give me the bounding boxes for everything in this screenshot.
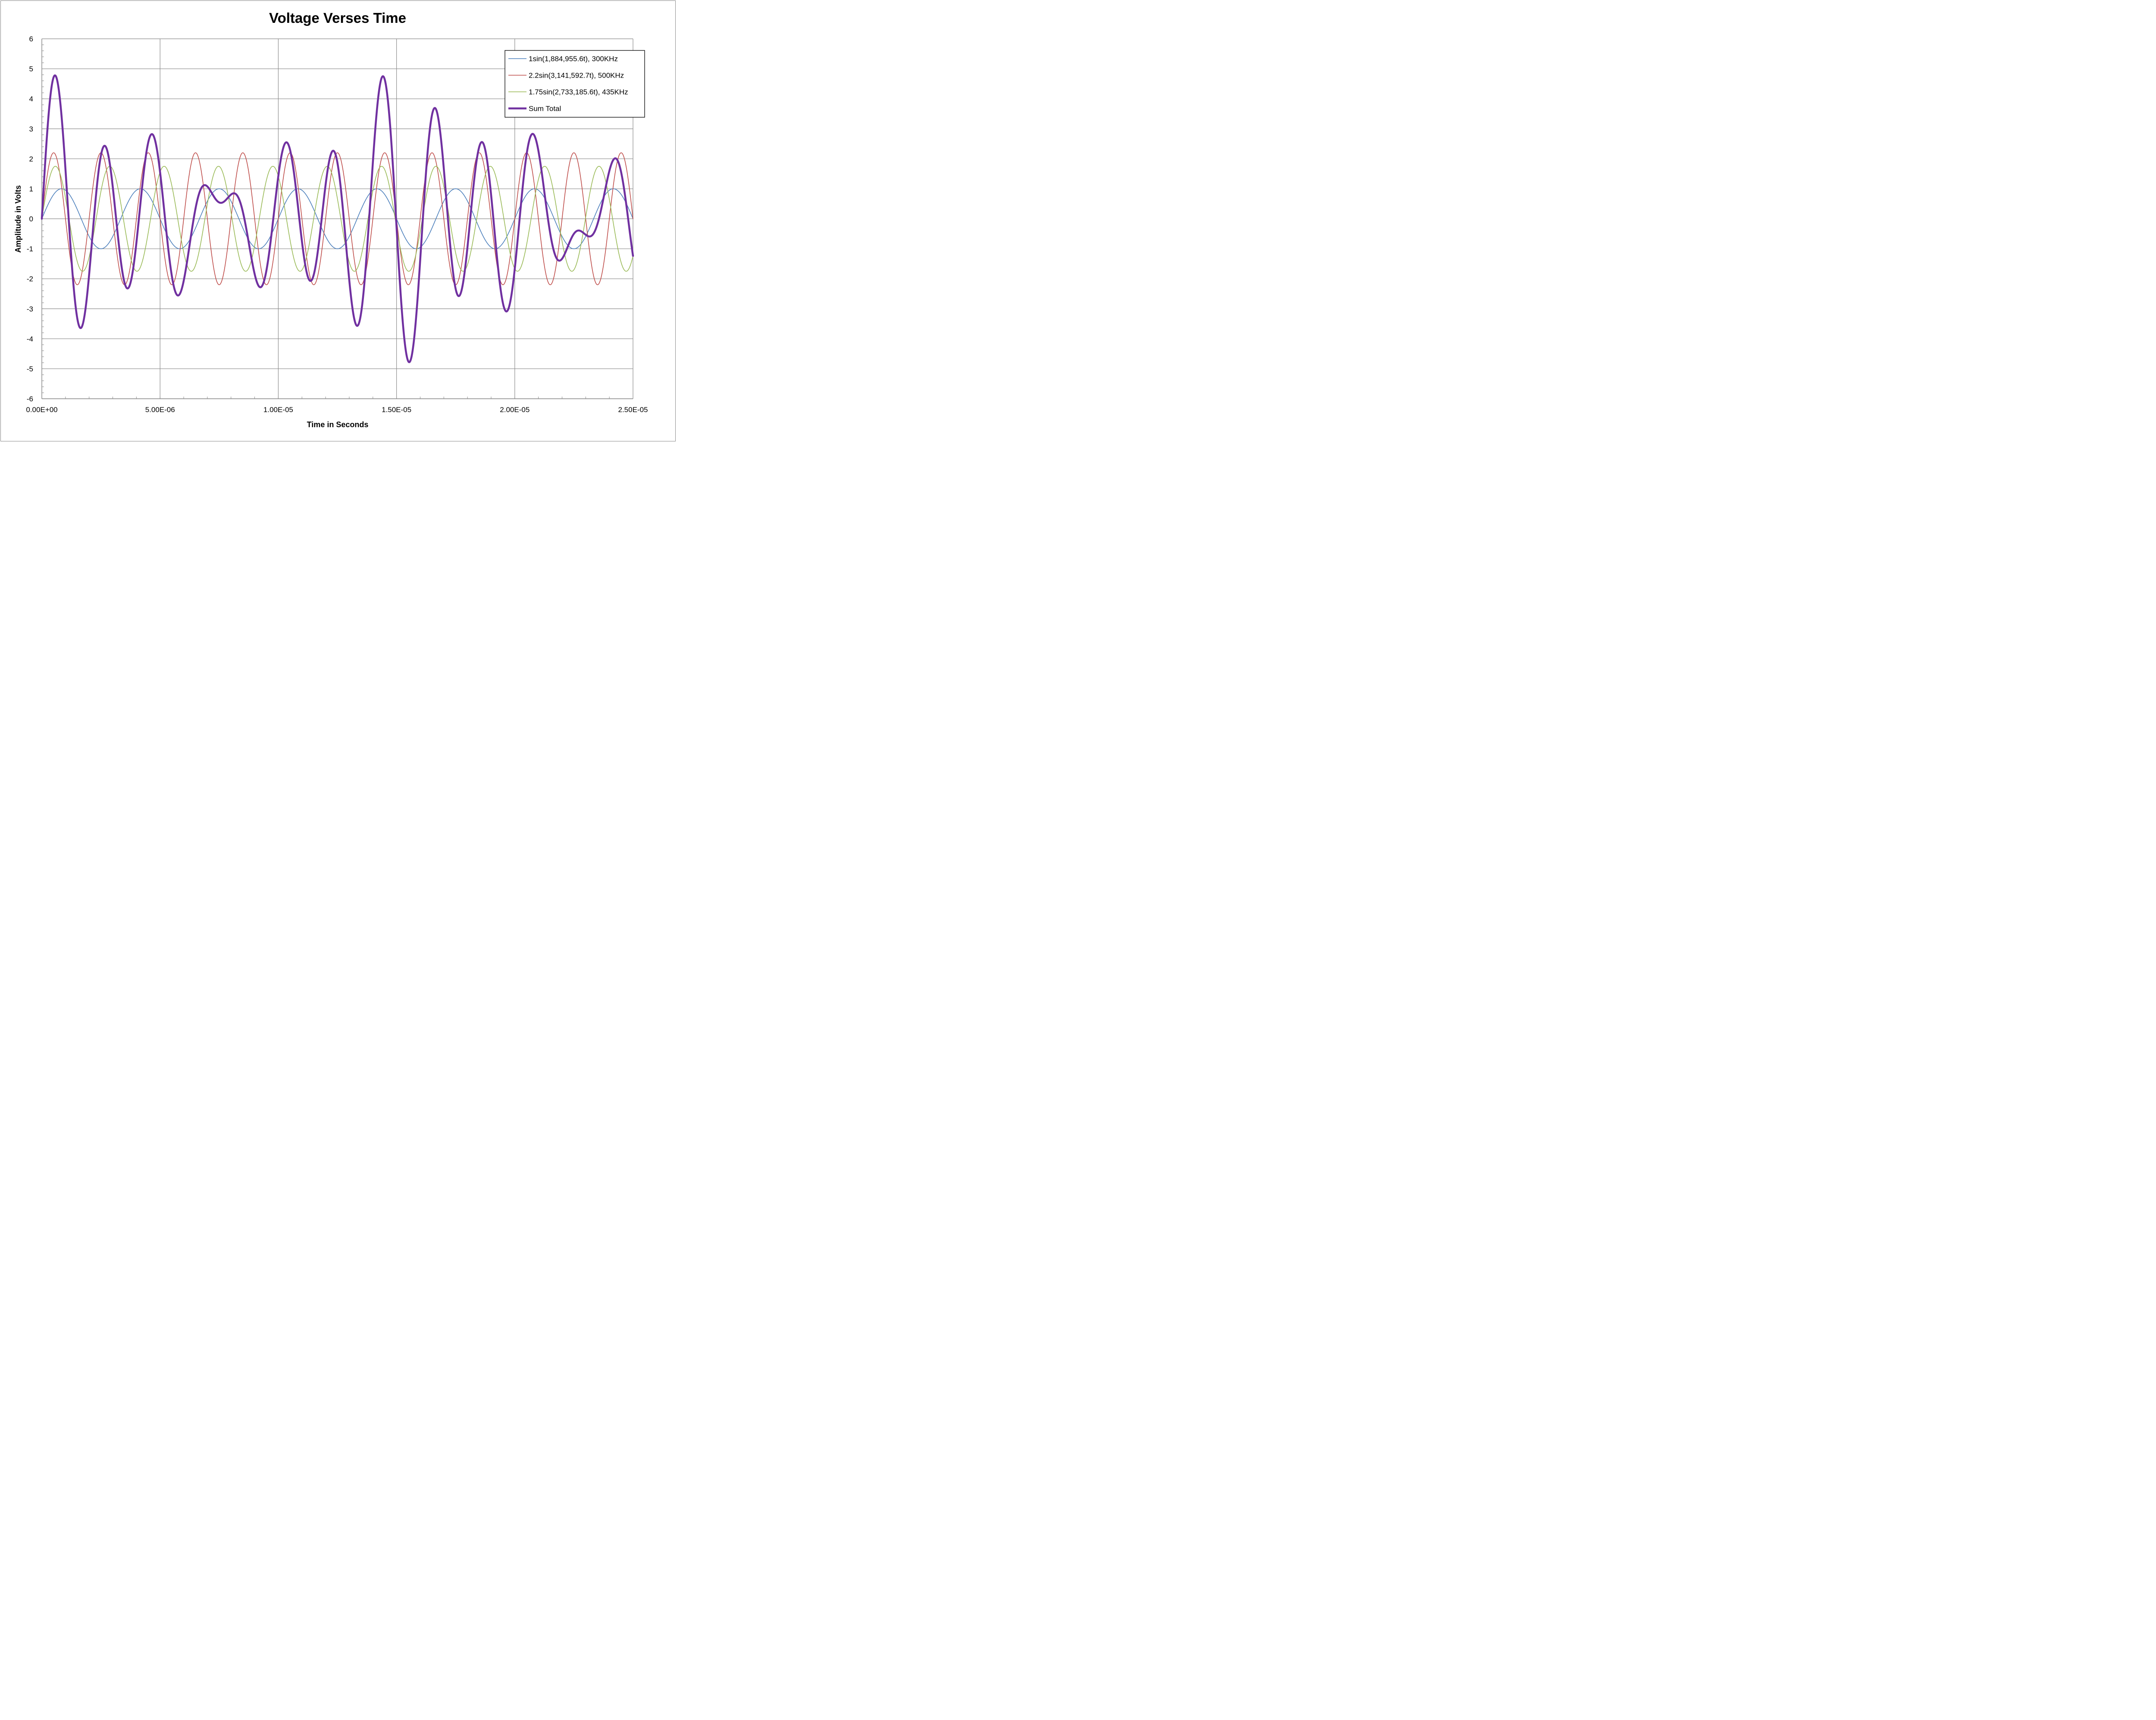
x-tick-label: 0.00E+00: [26, 406, 57, 414]
legend-label: 1sin(1,884,955.6t), 300KHz: [529, 55, 618, 63]
series-line-3: [41, 74, 634, 363]
y-tick-label: 3: [29, 125, 33, 133]
x-tick-label: 1.50E-05: [382, 406, 411, 414]
x-axis-title: Time in Seconds: [307, 420, 369, 429]
y-tick-label: -2: [27, 275, 33, 283]
legend: 1sin(1,884,955.6t), 300KHz 2.2sin(3,141,5…: [505, 50, 645, 118]
y-axis-title: Amplitude in Volts: [14, 185, 22, 253]
series-line-2: [41, 166, 633, 272]
voltage-chart: Voltage Verses Time 6543210-1-2-3-4-5-6 …: [14, 10, 648, 429]
chart-title: Voltage Verses Time: [269, 10, 406, 26]
x-tick-label: 1.00E-05: [263, 406, 293, 414]
legend-box: [505, 50, 645, 118]
y-tick-labels: 6 5 4 3 2 1 0 -1 -2 -3 -4 -5 -6: [27, 35, 33, 403]
legend-label: 1.75sin(2,733,185.6t), 435KHz: [529, 88, 628, 96]
y-tick-label: -3: [27, 305, 33, 313]
series-line-0: [41, 188, 633, 249]
y-tick-label: -6: [27, 395, 33, 403]
legend-label: 2.2sin(3,141,592.7t), 500KHz: [529, 72, 624, 80]
x-tick-label: 2.00E-05: [500, 406, 530, 414]
x-tick-label: 5.00E-06: [145, 406, 175, 414]
y-tick-label: -5: [27, 365, 33, 373]
y-tick-label: 2: [29, 155, 33, 163]
x-tick-labels: 0.00E+00 5.00E-06 1.00E-05 1.50E-05 2.00E-05…: [26, 406, 648, 414]
y-tick-label: 5: [29, 65, 33, 73]
series-line-1: [41, 152, 633, 285]
y-tick-label: 1: [29, 185, 33, 193]
legend-label: Sum Total: [529, 105, 561, 113]
y-tick-label: -4: [27, 335, 33, 343]
y-tick-label: 4: [29, 95, 33, 103]
y-tick-label: -1: [27, 245, 33, 253]
series-layer: [41, 74, 634, 363]
y-tick-label: 6: [29, 35, 33, 43]
x-tick-label: 2.50E-05: [618, 406, 648, 414]
y-tick-label: 0: [29, 215, 33, 223]
